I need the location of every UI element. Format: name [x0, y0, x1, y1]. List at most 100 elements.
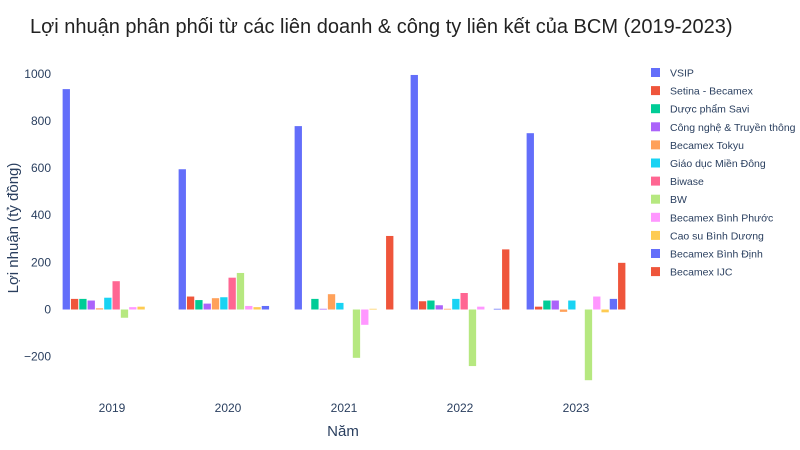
- bar-bw-2022: [468, 309, 477, 367]
- legend-item[interactable]: Setina - Becamex: [651, 86, 754, 98]
- bar-bw-2020: [236, 272, 245, 310]
- legend-label: VSIP: [670, 68, 694, 80]
- bar-becamex-ijc-2021: [386, 235, 394, 310]
- legend-swatch: [651, 140, 660, 150]
- bar-biwase-2022: [460, 293, 468, 310]
- bar-cao-su-b-nh-d-ng-2020: [253, 307, 261, 310]
- legend-label: Giáo dục Miền Đông: [670, 158, 766, 170]
- bar-becamex-b-nh-ph-c-2021: [361, 309, 369, 325]
- bar-bw-2019: [120, 309, 129, 318]
- legend-label: Biwase: [670, 176, 704, 188]
- y-tick-label: 600: [31, 161, 51, 175]
- legend-item[interactable]: Becamex IJC: [651, 267, 733, 279]
- legend-swatch: [651, 267, 660, 277]
- legend-item[interactable]: Dược phẩm Savi: [651, 104, 749, 116]
- legend-label: Dược phẩm Savi: [670, 104, 749, 116]
- bar-c-ng-ngh-truy-n-th-ng-2020: [203, 303, 211, 310]
- legend-item[interactable]: Becamex Bình Định: [651, 249, 763, 261]
- bar-becamex-ijc-2023: [618, 262, 626, 310]
- bar-cao-su-b-nh-d-ng-2019: [137, 306, 145, 310]
- y-axis-ticks: −200 0 200 400 600 800 1000: [24, 67, 51, 364]
- legend-swatch: [651, 86, 660, 96]
- bar-becamex-tokyu-2023: [559, 309, 568, 312]
- bar-vsip-2021: [294, 126, 302, 310]
- bar-becamex-tokyu-2021: [327, 294, 336, 310]
- bar-setina-becamex-2019: [70, 298, 79, 310]
- y-tick-label: 800: [31, 114, 51, 128]
- legend-label: Cao su Bình Dương: [670, 230, 764, 242]
- legend-label: Setina - Becamex: [670, 86, 754, 98]
- bars-layer: [62, 74, 626, 381]
- bar-c-ng-ngh-truy-n-th-ng-2022: [435, 305, 443, 310]
- legend: VSIP Setina - Becamex Dược phẩm Savi Công n…: [651, 68, 796, 279]
- x-tick-label: 2023: [563, 401, 590, 415]
- legend-swatch: [651, 68, 660, 77]
- bar-d-c-ph-m-savi-2023: [543, 300, 551, 310]
- legend-label: Becamex Bình Phước: [670, 212, 773, 224]
- bar-becamex-tokyu-2022: [443, 308, 452, 310]
- legend-swatch: [651, 104, 660, 114]
- bar-vsip-2022: [410, 74, 418, 310]
- legend-swatch: [651, 212, 660, 222]
- bar-biwase-2020: [228, 277, 236, 310]
- x-tick-label: 2021: [331, 401, 358, 415]
- bar-biwase-2019: [112, 281, 120, 310]
- bar-vsip-2019: [62, 89, 70, 310]
- legend-swatch: [651, 249, 660, 258]
- legend-swatch: [651, 230, 660, 240]
- legend-item[interactable]: Biwase: [651, 176, 704, 188]
- bar-bw-2023: [584, 309, 593, 381]
- bar-becamex-tokyu-2019: [95, 308, 104, 310]
- legend-swatch: [651, 158, 660, 168]
- y-tick-label: 400: [31, 208, 51, 222]
- bar-c-ng-ngh-truy-n-th-ng-2023: [551, 300, 559, 310]
- x-axis-ticks: 2019 2020 2021 2022 2023: [99, 401, 590, 415]
- bar-setina-becamex-2023: [534, 306, 543, 310]
- legend-item[interactable]: Công nghệ & Truyền thông: [651, 122, 796, 134]
- bar-becamex-b-nh-ph-c-2022: [477, 306, 485, 310]
- legend-label: Công nghệ & Truyền thông: [670, 122, 796, 134]
- chart-title: Lợi nhuận phân phối từ các liên doanh & …: [30, 16, 733, 38]
- y-tick-label: 1000: [24, 67, 51, 81]
- legend-swatch: [651, 176, 660, 186]
- y-tick-label: −200: [24, 350, 51, 364]
- bar-gi-o-d-c-mi-n-ng-2019: [104, 297, 112, 310]
- bar-setina-becamex-2020: [186, 296, 195, 310]
- legend-label: BW: [670, 194, 687, 206]
- bar-d-c-ph-m-savi-2021: [311, 298, 319, 310]
- bar-becamex-tokyu-2020: [211, 298, 220, 310]
- legend-item[interactable]: Becamex Bình Phước: [651, 212, 773, 224]
- bar-d-c-ph-m-savi-2020: [195, 300, 203, 310]
- bar-cao-su-b-nh-d-ng-2023: [601, 309, 609, 313]
- legend-item[interactable]: Cao su Bình Dương: [651, 230, 764, 242]
- bar-becamex-b-nh-ph-c-2019: [129, 307, 137, 310]
- y-tick-label: 200: [31, 255, 51, 269]
- bar-becamex-ijc-2022: [502, 249, 510, 310]
- bar-gi-o-d-c-mi-n-ng-2023: [568, 300, 576, 310]
- legend-swatch: [651, 122, 660, 132]
- bar-becamex-b-nh-ph-c-2023: [593, 296, 601, 310]
- bar-c-ng-ngh-truy-n-th-ng-2021: [319, 308, 327, 310]
- bar-bw-2021: [352, 309, 361, 358]
- bar-setina-becamex-2022: [418, 301, 427, 310]
- bar-d-c-ph-m-savi-2019: [79, 298, 87, 310]
- legend-item[interactable]: BW: [651, 194, 687, 206]
- legend-label: Becamex IJC: [670, 267, 733, 279]
- legend-item[interactable]: Giáo dục Miền Đông: [651, 158, 766, 170]
- bar-cao-su-b-nh-d-ng-2021: [369, 308, 377, 310]
- bar-becamex-b-nh-ph-c-2020: [245, 305, 253, 310]
- bar-becamex-b-nh-nh-2020: [261, 305, 270, 310]
- bar-gi-o-d-c-mi-n-ng-2021: [336, 302, 344, 310]
- bar-becamex-b-nh-nh-2022: [493, 308, 502, 310]
- legend-item[interactable]: VSIP: [651, 68, 694, 80]
- x-tick-label: 2020: [215, 401, 242, 415]
- bar-vsip-2020: [178, 169, 186, 310]
- legend-item[interactable]: Becamex Tokyu: [651, 140, 744, 152]
- bar-gi-o-d-c-mi-n-ng-2022: [452, 298, 460, 310]
- y-axis-title: Lợi nhuận (tỷ đồng): [5, 163, 22, 294]
- legend-label: Becamex Bình Định: [670, 249, 763, 261]
- bar-d-c-ph-m-savi-2022: [427, 300, 435, 310]
- legend-swatch: [651, 194, 660, 204]
- x-tick-label: 2019: [99, 401, 126, 415]
